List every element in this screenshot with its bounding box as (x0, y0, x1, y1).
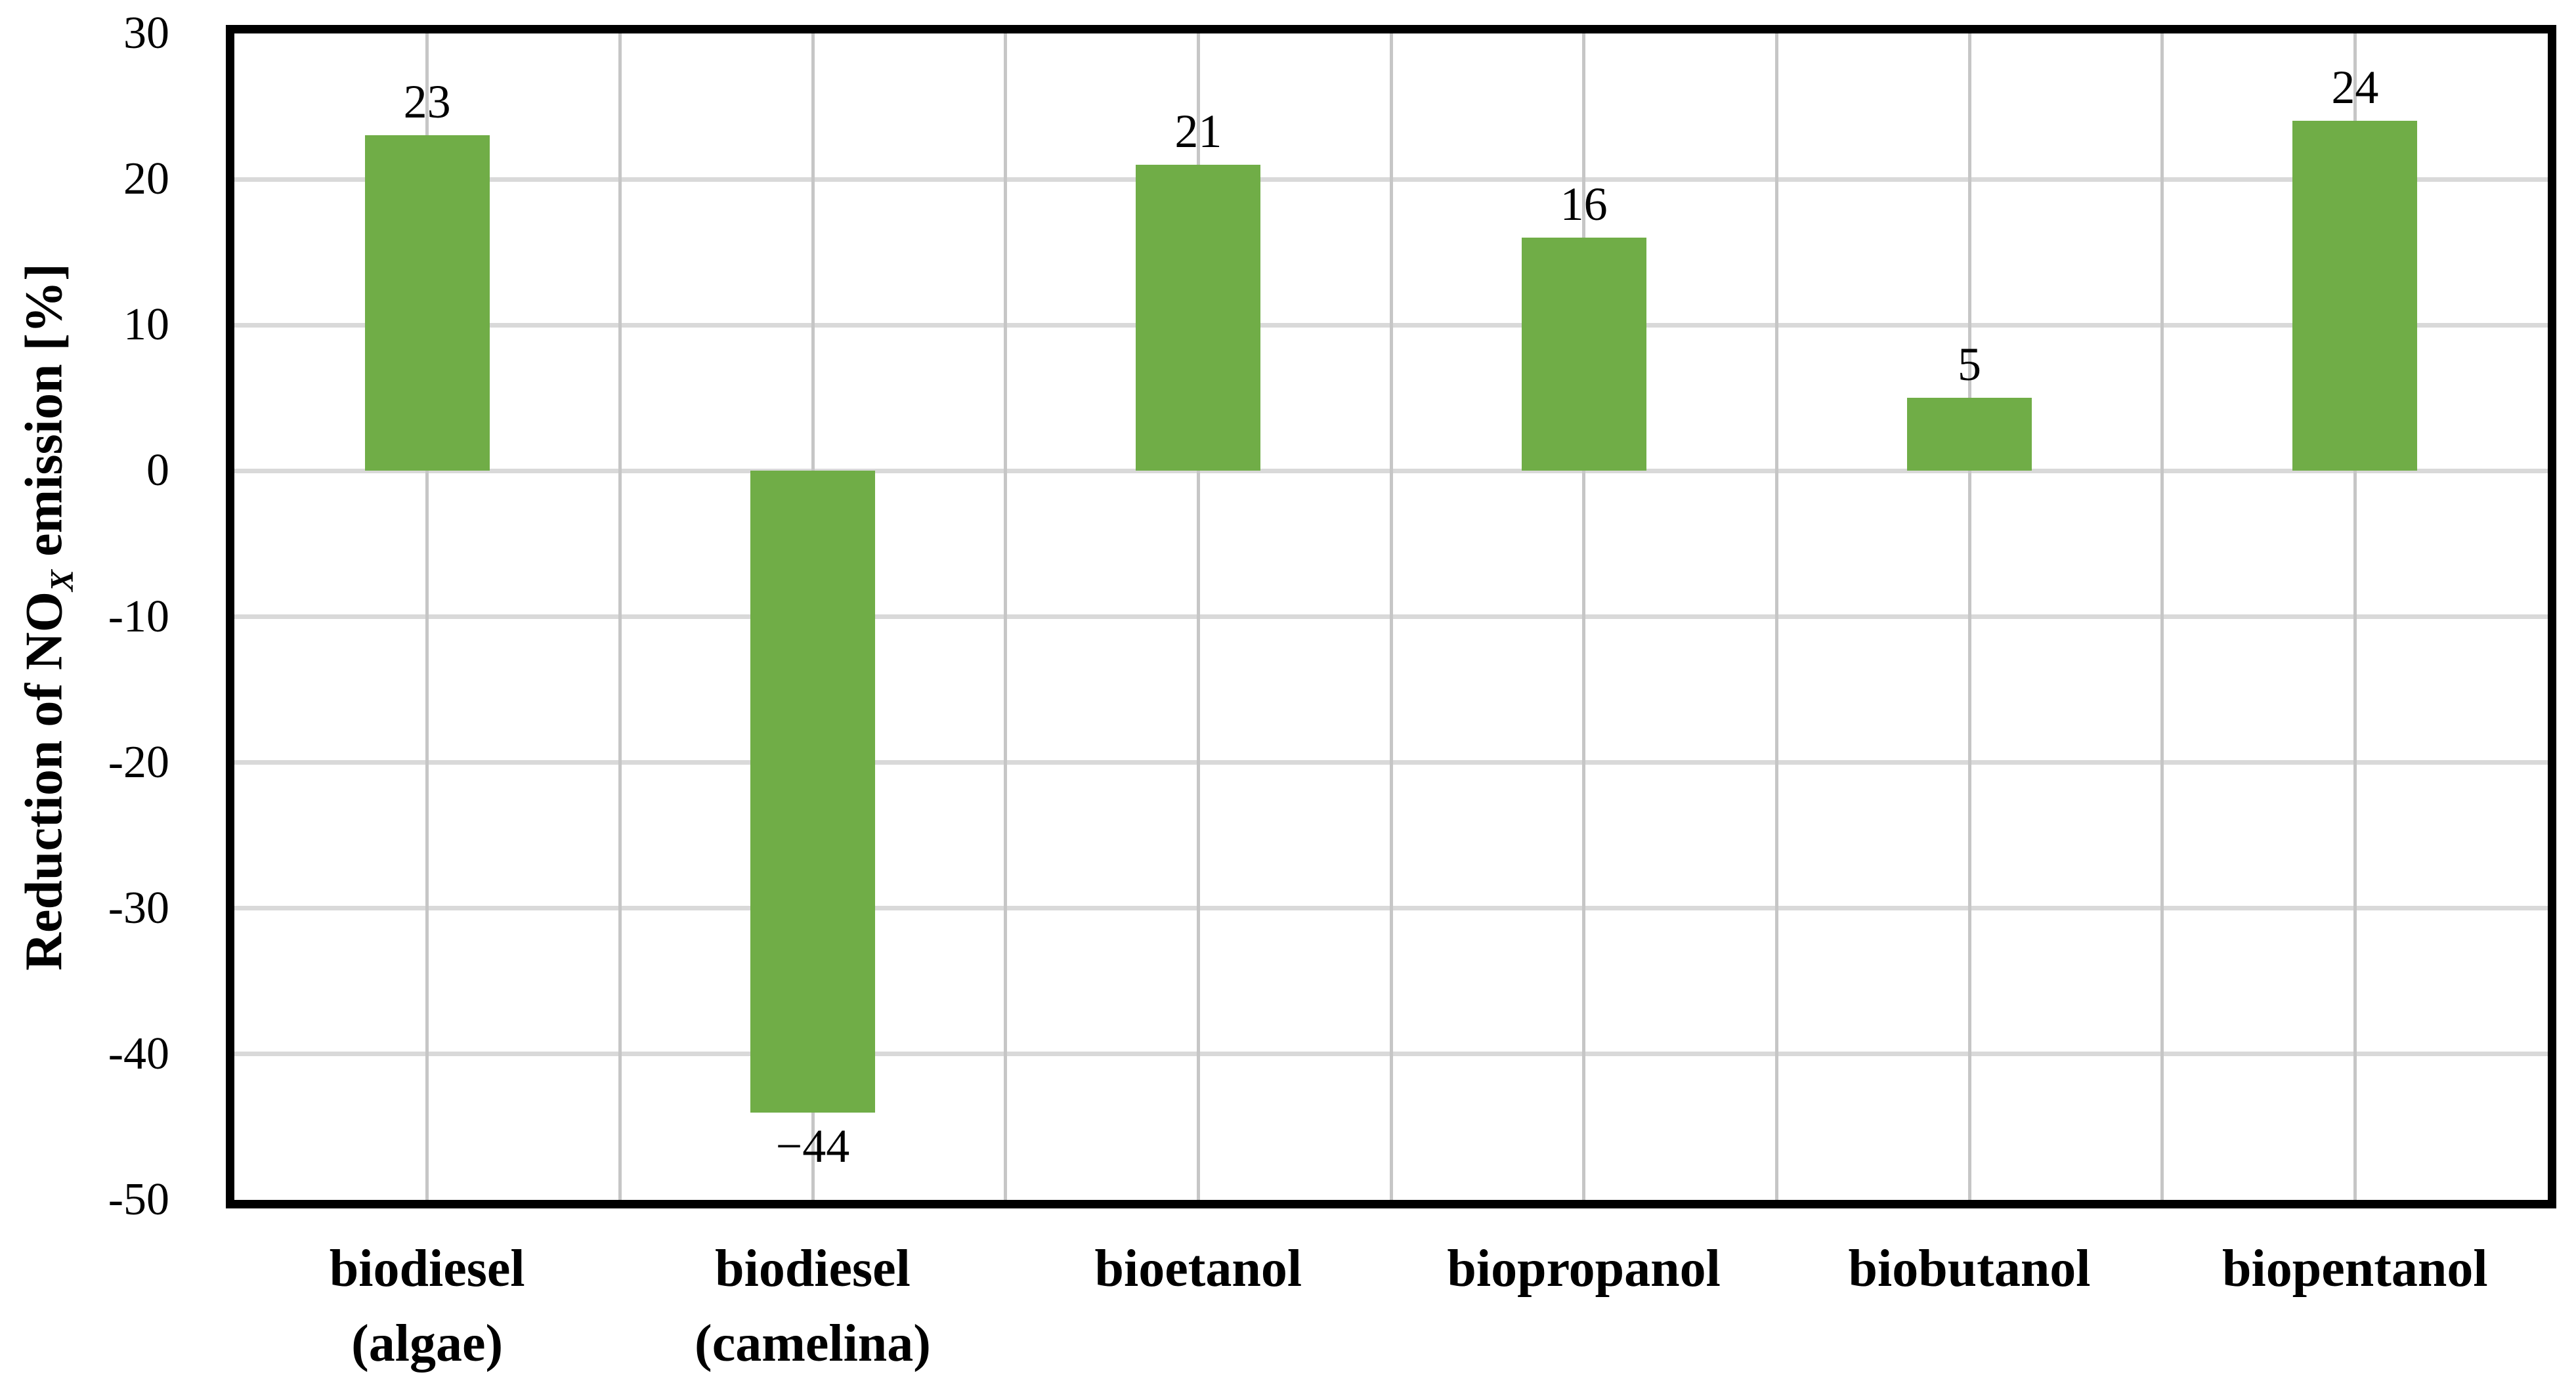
x-label-bioetanol: bioetanol (903, 1231, 1493, 1306)
bar-biopropanol (1521, 237, 1646, 471)
bar-biobutanol (1907, 398, 2032, 471)
vgrid-line-5 (1196, 33, 1200, 1200)
vgrid-line-6 (1389, 33, 1393, 1200)
bar-bioetanol (1136, 164, 1261, 471)
vgrid-line-9 (1967, 33, 1971, 1200)
data-label-biobutanol: 5 (1958, 338, 1981, 391)
plot-area (226, 25, 2556, 1208)
x-label-line: biopentanol (2222, 1240, 2488, 1298)
x-label-biopropanol: biopropanol (1289, 1231, 1879, 1306)
x-label-biodiesel-algae: biodiesel (algae) (132, 1231, 723, 1381)
vgrid-line-10 (2160, 33, 2164, 1200)
y-tick-label--30: -30 (108, 882, 169, 933)
x-label-line: biodiesel (715, 1240, 911, 1298)
y-tick-label--10: -10 (108, 591, 169, 642)
data-label-biodiesel-algae: 23 (403, 75, 451, 129)
vgrid-line-4 (1004, 33, 1008, 1200)
vgrid-line-11 (2353, 33, 2357, 1200)
data-label-biopropanol: 16 (1560, 177, 1608, 230)
data-label-biodiesel-camelina: −44 (775, 1119, 850, 1172)
x-label-line: (camelina) (695, 1315, 931, 1373)
x-label-line: biobutanol (1848, 1240, 2091, 1298)
data-label-bioetanol: 21 (1174, 104, 1222, 158)
vgrid-line-2 (618, 33, 622, 1200)
x-label-line: biopropanol (1447, 1240, 1721, 1298)
x-label-biobutanol: biobutanol (1674, 1231, 2265, 1306)
x-label-line: bioetanol (1094, 1240, 1302, 1298)
vgrid-line-8 (1774, 33, 1778, 1200)
y-tick-label-0: 0 (146, 445, 169, 496)
y-tick-label--50: -50 (108, 1174, 169, 1225)
bar-biodiesel-camelina (750, 471, 875, 1113)
y-tick-label--20: -20 (108, 736, 169, 788)
vgrid-line-7 (1582, 33, 1586, 1200)
bar-biopentanol (2292, 121, 2418, 471)
vgrid-line-1 (425, 33, 429, 1200)
y-tick-label-10: 10 (123, 299, 169, 351)
x-label-biodiesel-camelina: biodiesel (camelina) (517, 1231, 1108, 1381)
y-tick-label-30: 30 (123, 8, 169, 58)
x-label-biopentanol: biopentanol (2059, 1231, 2576, 1306)
data-label-biopentanol: 24 (2331, 61, 2379, 114)
x-label-line: biodiesel (329, 1240, 525, 1298)
bar-biodiesel-algae (364, 135, 490, 471)
x-label-line: (algae) (351, 1315, 504, 1373)
y-tick-label-20: 20 (123, 154, 169, 205)
y-tick-label--40: -40 (108, 1028, 169, 1079)
